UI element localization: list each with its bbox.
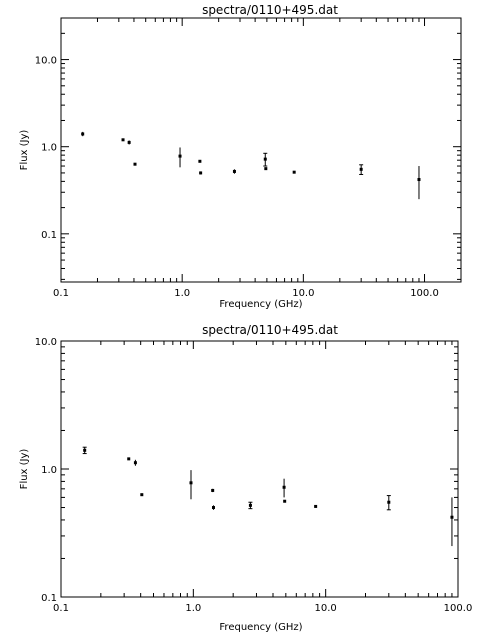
y-tick-label: 10.0: [35, 56, 57, 67]
x-tick-label: 1.0: [174, 288, 190, 299]
x-tick-label: 100.0: [410, 288, 439, 299]
point-marker: [133, 461, 137, 465]
data-point: [178, 147, 182, 168]
x-tick-label: 0.1: [53, 603, 69, 614]
data-point: [450, 497, 454, 547]
panel-bottom-plot-frame: [60, 340, 459, 598]
panel-bottom-x-tick-labels: 0.1 1.0 10.0 100.0: [53, 603, 472, 614]
point-marker: [127, 457, 131, 461]
point-marker: [199, 171, 203, 175]
data-point: [133, 162, 137, 166]
data-point: [232, 169, 236, 174]
y-tick-label: 10.0: [35, 337, 57, 348]
data-point: [417, 166, 421, 200]
data-point: [292, 170, 296, 174]
panel-bottom-data-points: [82, 446, 454, 547]
point-marker: [189, 481, 193, 485]
data-point: [263, 152, 268, 167]
point-marker: [283, 499, 287, 503]
data-point: [386, 495, 391, 511]
y-tick-label: 0.1: [41, 593, 57, 604]
data-point: [282, 478, 286, 498]
point-marker: [211, 506, 215, 510]
data-point: [198, 159, 202, 163]
data-point: [81, 131, 85, 137]
data-point: [248, 501, 253, 510]
point-marker: [248, 503, 252, 507]
data-point: [283, 499, 287, 503]
x-tick-label: 10.0: [292, 288, 314, 299]
point-marker: [140, 493, 144, 497]
data-point: [211, 505, 215, 510]
data-point: [121, 138, 125, 142]
panel-bottom-title: spectra/0110+495.dat: [202, 323, 338, 337]
data-point: [359, 164, 364, 175]
point-marker: [387, 500, 391, 504]
panel-top-plot-frame: [60, 17, 462, 283]
point-marker: [198, 159, 202, 163]
data-point: [264, 167, 268, 171]
y-tick-label: 1.0: [41, 143, 57, 154]
data-point: [127, 457, 131, 461]
point-marker: [127, 140, 131, 144]
x-tick-label: 10.0: [315, 603, 337, 614]
panel-bottom-tick-marks: [60, 340, 459, 598]
data-point: [189, 470, 193, 500]
y-tick-label: 0.1: [41, 230, 57, 241]
point-marker: [263, 157, 267, 161]
x-tick-label: 1.0: [185, 603, 201, 614]
x-tick-label: 100.0: [444, 603, 473, 614]
data-point: [133, 459, 137, 466]
panel-top-data-points: [81, 131, 421, 200]
point-marker: [450, 515, 454, 519]
point-marker: [359, 167, 363, 171]
point-marker: [211, 488, 215, 492]
y-tick-label: 1.0: [41, 465, 57, 476]
data-point: [314, 504, 318, 508]
panel-bottom-y-tick-labels: 0.1 1.0 10.0: [35, 337, 57, 604]
panel-bottom: spectra/0110+495.dat 0.1 1.0 10.0 100.0 …: [19, 323, 472, 633]
data-point: [127, 140, 131, 145]
data-point: [82, 446, 87, 455]
panel-bottom-x-axis-label: Frequency (GHz): [219, 622, 302, 633]
point-marker: [121, 138, 125, 142]
panel-bottom-y-axis-label: Flux (Jy): [19, 449, 30, 490]
panel-top: spectra/0110+495.dat 0.1 1.0 10.0 100.0 …: [19, 3, 462, 310]
point-marker: [83, 448, 87, 452]
panel-top-tick-marks: [60, 17, 462, 282]
point-marker: [314, 504, 318, 508]
data-point: [140, 493, 144, 497]
point-marker: [178, 154, 182, 158]
panel-top-y-tick-labels: 0.1 1.0 10.0: [35, 56, 57, 241]
point-marker: [417, 178, 421, 182]
panel-top-x-axis-label: Frequency (GHz): [219, 299, 302, 310]
data-point: [211, 488, 215, 493]
point-marker: [282, 485, 286, 489]
panel-top-x-tick-labels: 0.1 1.0 10.0 100.0: [53, 288, 439, 299]
data-point: [199, 171, 203, 175]
point-marker: [81, 132, 85, 136]
x-tick-label: 0.1: [53, 288, 69, 299]
point-marker: [133, 162, 137, 166]
point-marker: [292, 170, 296, 174]
panel-top-y-axis-label: Flux (Jy): [19, 130, 30, 171]
point-marker: [264, 167, 268, 171]
panel-top-title: spectra/0110+495.dat: [202, 3, 338, 17]
point-marker: [232, 169, 236, 173]
